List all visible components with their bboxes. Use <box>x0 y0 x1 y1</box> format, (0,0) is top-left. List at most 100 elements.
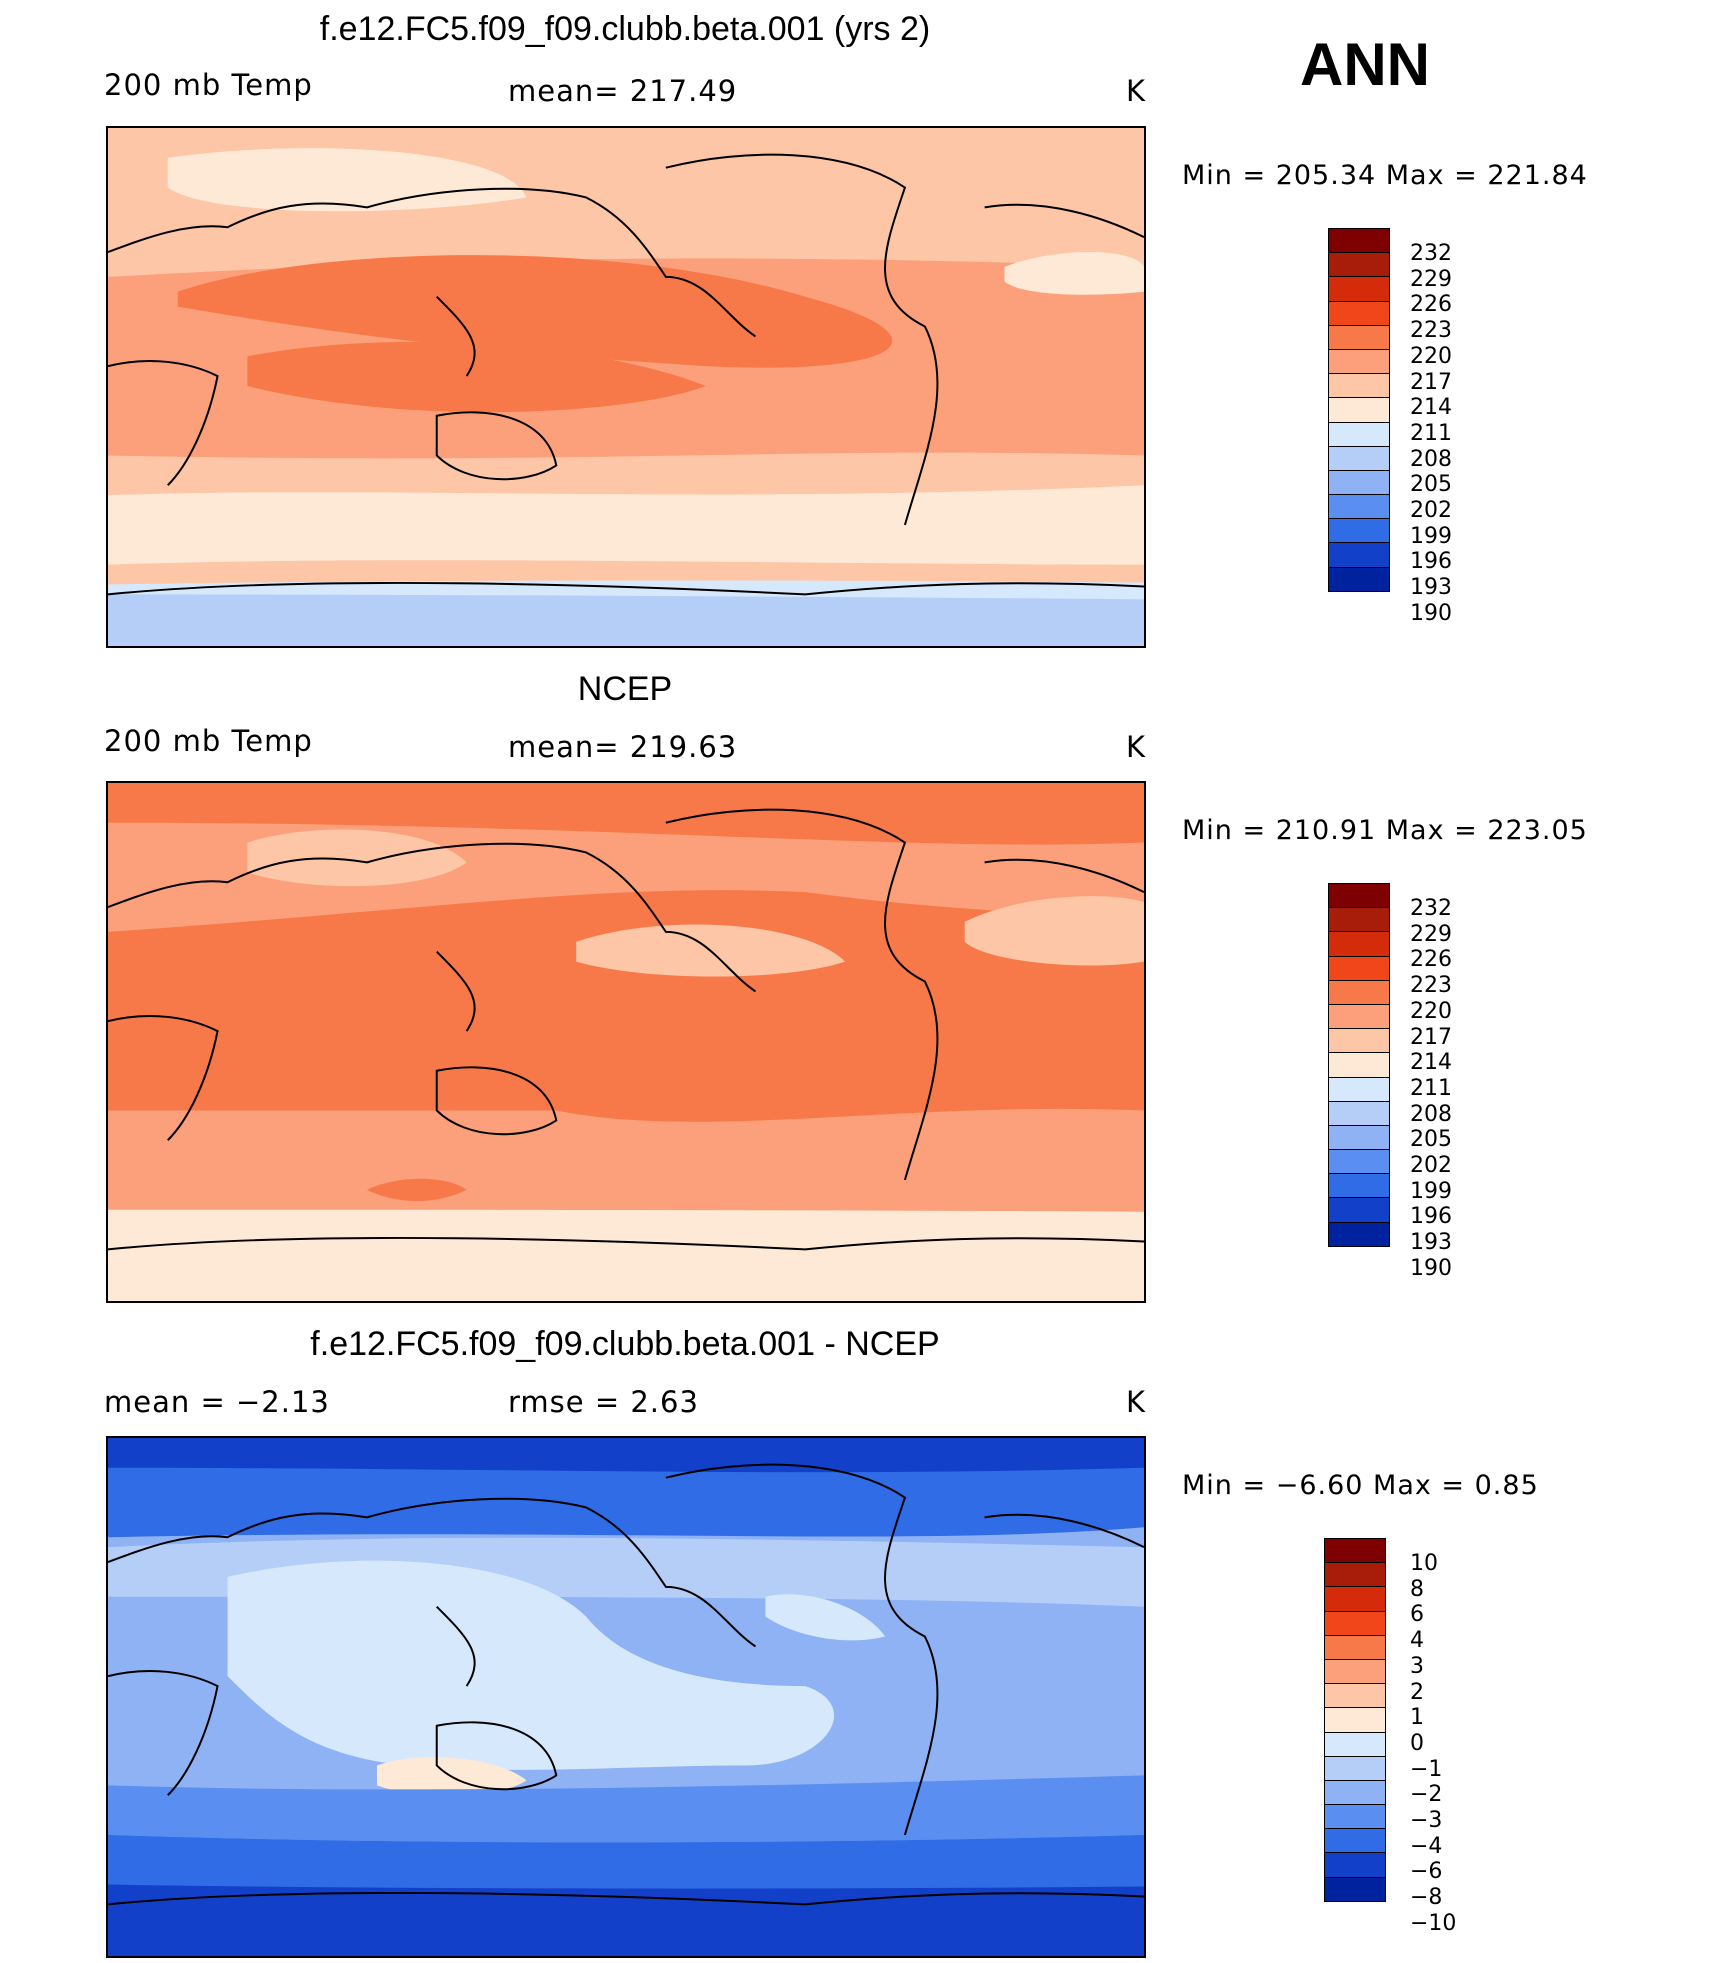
panel3-colorbar-box <box>1324 1852 1386 1879</box>
panel2-colorbar-box <box>1328 907 1390 933</box>
panel3-colorbar-label: 10 <box>1410 1551 1438 1576</box>
panel1-colorbar-box <box>1328 494 1390 520</box>
panel1-mean-label: mean= 217.49 <box>508 74 738 108</box>
panel3-colorbar-box <box>1324 1538 1386 1564</box>
panel2-colorbar-label: 211 <box>1410 1075 1452 1101</box>
panel3-colorbar-label: 4 <box>1410 1628 1424 1654</box>
panel1-colorbar-label: 196 <box>1410 549 1452 575</box>
panel2-colorbar-label: 229 <box>1410 921 1452 947</box>
panel3-colorbar-box <box>1324 1683 1386 1709</box>
panel2-colorbar-box <box>1328 883 1390 909</box>
panel3-colorbar-box <box>1324 1731 1386 1758</box>
panel2-colorbar-box <box>1328 1003 1390 1030</box>
panel1-colorbar-box <box>1328 542 1390 569</box>
panel3-colorbar-box <box>1324 1586 1386 1613</box>
panel1-title: f.e12.FC5.f09_f09.clubb.beta.001 (yrs 2) <box>319 10 931 48</box>
panel1-colorbar-label: 223 <box>1410 318 1452 344</box>
panel1-colorbar-box <box>1328 518 1390 544</box>
panel1-colorbar-label: 220 <box>1410 343 1452 369</box>
panel2-colorbar-box <box>1328 931 1390 958</box>
panel3-colorbar-label: −6 <box>1410 1859 1443 1885</box>
panel3-units: K <box>1126 1385 1147 1419</box>
panel2-colorbar-label: 199 <box>1410 1178 1452 1204</box>
panel2-colorbar-box <box>1328 1100 1390 1127</box>
panel1-map <box>106 126 1146 648</box>
panel1-colorbar-box <box>1328 324 1390 351</box>
panel2-colorbar-label: 223 <box>1410 973 1452 999</box>
panel3-colorbar-label: 8 <box>1410 1576 1424 1602</box>
panel1-colorbar-label: 202 <box>1410 498 1452 523</box>
panel1-colorbar <box>1328 228 1390 593</box>
panel2-colorbar-box <box>1328 1028 1390 1054</box>
panel1-colorbar-label: 214 <box>1410 395 1452 421</box>
panel3-title: f.e12.FC5.f09_f09.clubb.beta.001 - NCEP <box>310 1325 940 1363</box>
panel3-colorbar-label: −4 <box>1410 1833 1443 1859</box>
panel2-map <box>106 781 1146 1303</box>
panel1-colorbar-box <box>1328 421 1390 448</box>
panel3-colorbar-label: −10 <box>1410 1910 1457 1936</box>
panel3-colorbar-box <box>1324 1876 1386 1903</box>
panel2-colorbar-box <box>1328 955 1390 982</box>
panel1-colorbar-label: 205 <box>1410 472 1452 498</box>
panel3-colorbar-label: 6 <box>1410 1602 1424 1628</box>
panel3-colorbar-box <box>1324 1779 1386 1806</box>
panel3-colorbar <box>1324 1538 1386 1903</box>
panel3-colorbar-box <box>1324 1562 1386 1588</box>
panel3-colorbar-label: 3 <box>1410 1653 1424 1679</box>
panel3-colorbar-label: −8 <box>1410 1885 1443 1911</box>
panel2-colorbar-label: 226 <box>1410 947 1452 973</box>
panel2-colorbar-label: 190 <box>1410 1255 1452 1281</box>
panel3-rmse-label: rmse = 2.63 <box>508 1385 699 1419</box>
panel2-colorbar-box <box>1328 979 1390 1006</box>
panel1-colorbar-box <box>1328 469 1390 496</box>
panel3-colorbar-box <box>1324 1755 1386 1782</box>
panel1-colorbar-box <box>1328 228 1390 254</box>
panel3-colorbar-label: 0 <box>1410 1730 1424 1756</box>
panel2-colorbar-label: 232 <box>1410 896 1452 921</box>
panel2-minmax: Min = 210.91 Max = 223.05 <box>1182 815 1588 846</box>
panel2-colorbar-label: 205 <box>1410 1127 1452 1153</box>
panel2-colorbar-label: 220 <box>1410 998 1452 1024</box>
panel3-minmax: Min = −6.60 Max = 0.85 <box>1182 1470 1539 1501</box>
panel1-colorbar-label: 217 <box>1410 369 1452 395</box>
panel3-colorbar-box <box>1324 1707 1386 1733</box>
panel1-variable-label: 200 mb Temp <box>104 68 313 102</box>
panel1-colorbar-box <box>1328 445 1390 472</box>
panel1-colorbar-box <box>1328 566 1390 593</box>
panel3-colorbar-label: 1 <box>1410 1705 1424 1731</box>
panel3-colorbar-box <box>1324 1804 1386 1830</box>
panel1-minmax: Min = 205.34 Max = 221.84 <box>1182 160 1588 191</box>
panel1-units: K <box>1126 74 1147 108</box>
panel3-colorbar-box <box>1324 1658 1386 1685</box>
panel1-colorbar-box <box>1328 373 1390 399</box>
panel3-map <box>106 1436 1146 1958</box>
panel1-colorbar-label: 232 <box>1410 241 1452 266</box>
panel3-colorbar-box <box>1324 1610 1386 1637</box>
panel2-colorbar-box <box>1328 1221 1390 1248</box>
panel3-colorbar-box <box>1324 1828 1386 1854</box>
panel2-colorbar-box <box>1328 1124 1390 1151</box>
panel2-colorbar-label: 214 <box>1410 1050 1452 1076</box>
panel1-colorbar-box <box>1328 397 1390 423</box>
panel1-colorbar-box <box>1328 300 1390 327</box>
panel2-colorbar-box <box>1328 1173 1390 1199</box>
panel3-mean-label: mean = −2.13 <box>104 1385 330 1419</box>
panel1-colorbar-label: 208 <box>1410 446 1452 472</box>
panel2-colorbar-label: 217 <box>1410 1024 1452 1050</box>
panel1-colorbar-box <box>1328 348 1390 375</box>
panel1-colorbar-label: 199 <box>1410 523 1452 549</box>
panel2-colorbar <box>1328 883 1390 1248</box>
panel2-colorbar-label: 208 <box>1410 1101 1452 1127</box>
panel2-colorbar-box <box>1328 1076 1390 1103</box>
panel1-colorbar-box <box>1328 252 1390 278</box>
panel2-colorbar-label: 193 <box>1410 1230 1452 1256</box>
panel1-colorbar-label: 226 <box>1410 292 1452 318</box>
panel2-colorbar-label: 202 <box>1410 1153 1452 1178</box>
panel2-colorbar-box <box>1328 1197 1390 1224</box>
panel1-colorbar-label: 229 <box>1410 266 1452 292</box>
panel3-colorbar-label: −1 <box>1410 1756 1443 1782</box>
panel1-colorbar-box <box>1328 276 1390 303</box>
panel1-colorbar-label: 190 <box>1410 600 1452 626</box>
panel3-colorbar-label: 2 <box>1410 1679 1424 1705</box>
panel2-colorbar-box <box>1328 1052 1390 1078</box>
